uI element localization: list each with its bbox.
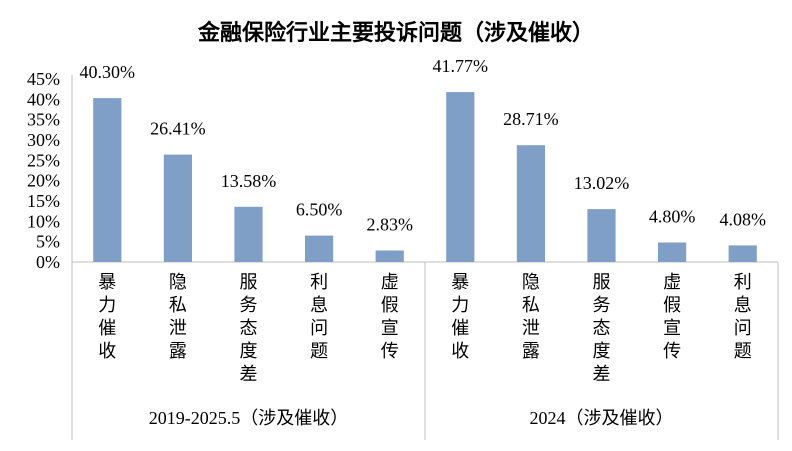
category-label: 虚假宣传: [381, 272, 399, 362]
y-tick-label: 0%: [36, 252, 60, 272]
category-labels: 暴力催收 隐私泄露 服务态度差 利息问题 虚假宣传 暴力催收 隐私泄露 服务态度差 虚假宣传 利息…: [98, 272, 751, 385]
bar: [516, 145, 545, 262]
y-tick-label: 20%: [27, 171, 60, 191]
data-label: 6.50%: [296, 200, 343, 220]
category-label: 虚假宣传: [663, 272, 681, 362]
y-tick-label: 35%: [27, 110, 60, 130]
group-label: 2019-2025.5（涉及催收）: [149, 408, 349, 428]
data-label: 4.08%: [719, 209, 766, 229]
group-labels: 2019-2025.5（涉及催收） 2024（涉及催收）: [149, 408, 674, 428]
data-label: 2.83%: [366, 215, 413, 235]
y-tick-label: 30%: [27, 130, 60, 150]
category-label: 服务态度差: [240, 272, 258, 385]
category-label: 暴力催收: [98, 272, 116, 362]
bar: [446, 92, 475, 262]
bar: [658, 242, 687, 262]
bar: [93, 98, 122, 262]
chart-title: 金融保险行业主要投诉问题（涉及催收）: [197, 20, 594, 46]
bar: [375, 250, 404, 262]
category-label: 服务态度差: [593, 272, 611, 385]
category-label: 暴力催收: [451, 272, 469, 362]
category-label: 利息问题: [734, 272, 752, 362]
y-tick-label: 45%: [27, 69, 60, 89]
data-label: 4.80%: [649, 207, 696, 227]
bar: [728, 245, 757, 262]
y-axis: 0%5%10%15%20%25%30%35%40%45%: [27, 69, 73, 272]
y-tick-label: 40%: [27, 89, 60, 109]
data-label: 26.41%: [150, 119, 206, 139]
data-labels: 40.30% 26.41% 13.58% 6.50% 2.83% 41.77% 28.71%…: [80, 56, 766, 234]
category-label: 利息问题: [310, 272, 328, 362]
y-tick-label: 10%: [27, 211, 60, 231]
category-label: 隐私泄露: [169, 272, 187, 362]
bar: [234, 206, 263, 262]
bar: [305, 235, 334, 262]
y-tick-label: 15%: [27, 191, 60, 211]
bar: [587, 209, 616, 262]
y-tick-label: 25%: [27, 150, 60, 170]
bar: [163, 154, 192, 262]
data-label: 13.02%: [574, 173, 630, 193]
y-tick-label: 5%: [36, 232, 60, 252]
data-label: 28.71%: [503, 109, 559, 129]
bars: [93, 92, 757, 262]
data-label: 41.77%: [433, 56, 489, 76]
group-label: 2024（涉及催收）: [530, 408, 674, 428]
data-label: 13.58%: [221, 171, 277, 191]
category-label: 隐私泄露: [522, 272, 540, 362]
data-label: 40.30%: [80, 62, 136, 82]
